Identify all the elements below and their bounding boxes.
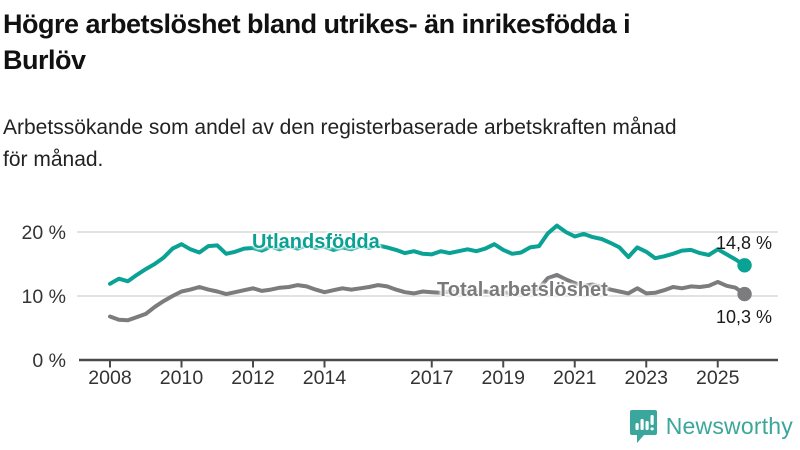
x-tick-label: 2023 xyxy=(625,367,668,389)
newsworthy-logo[interactable]: Newsworthy xyxy=(629,410,793,443)
series-line-total xyxy=(108,272,747,323)
series-end-dot-total xyxy=(737,286,752,302)
y-tick-label: 0 % xyxy=(32,350,66,372)
end-value-label-total: 10,3 % xyxy=(715,307,772,327)
end-value-label-utlandsfodda: 14,8 % xyxy=(715,233,772,253)
x-tick-label: 2012 xyxy=(231,367,274,389)
series-end-dot-utlandsfodda xyxy=(737,258,752,273)
gridlines xyxy=(77,231,778,297)
series-label-utlandsfodda: Utlandsfödda xyxy=(252,231,380,253)
page-title-line1: Högre arbetslöshet bland utrikes- än inr… xyxy=(3,9,631,39)
x-tick-label: 2017 xyxy=(410,367,453,389)
series-label-total-arbetsloshet: Total arbetslöshet xyxy=(437,279,608,301)
x-tick-label: 2008 xyxy=(88,367,131,389)
x-tick-label: 2025 xyxy=(696,367,740,389)
page-title: Högre arbetslöshet bland utrikes- än inr… xyxy=(3,6,799,78)
y-tick-label: 20 % xyxy=(22,222,66,244)
chart-subtitle-line1: Arbetssökande som andel av den registerb… xyxy=(3,116,677,139)
chart-subtitle: Arbetssökande som andel av den registerb… xyxy=(3,112,793,176)
chart-subtitle-line2: för månad. xyxy=(3,148,104,171)
x-tick-label: 2014 xyxy=(303,367,347,389)
bar-chart-speech-bubble-icon xyxy=(629,410,657,443)
x-tick-label: 2019 xyxy=(482,367,525,389)
series-line-utlandsfodda xyxy=(108,223,747,286)
y-axis-labels: 0 % 10 % 20 % xyxy=(22,222,66,372)
page-title-line2: Burlöv xyxy=(3,45,86,75)
x-tick-label: 2021 xyxy=(553,367,596,389)
x-tick-label: 2010 xyxy=(160,367,204,389)
x-axis: 2008 2010 2012 2014 2017 2019 2021 2023 2025 xyxy=(79,358,778,389)
y-tick-label: 10 % xyxy=(22,286,66,308)
newsworthy-logo-text: Newsworthy xyxy=(665,413,793,439)
